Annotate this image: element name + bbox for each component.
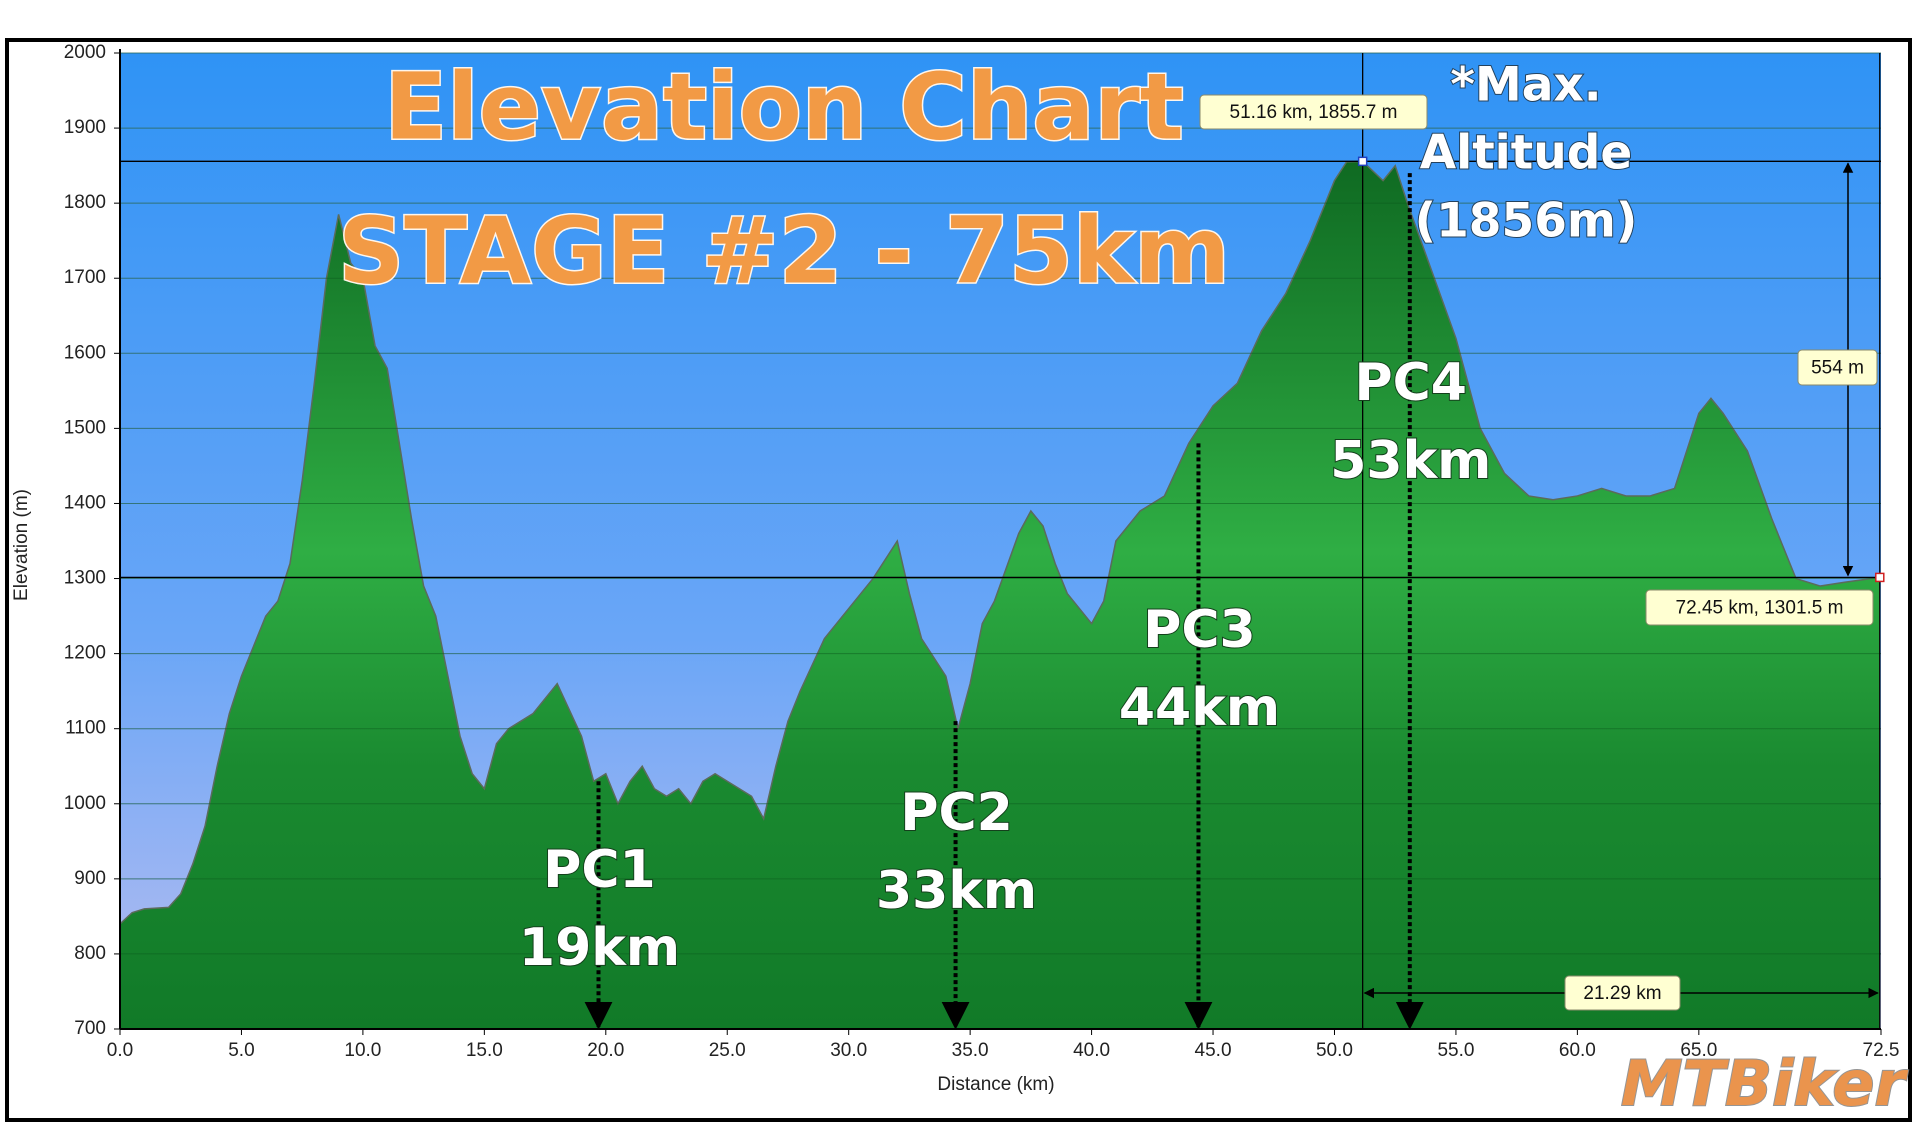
x-tick-label: 35.0 — [952, 1040, 989, 1061]
x-tick-label: 20.0 — [587, 1040, 624, 1061]
marker-tooltip: 72.45 km, 1301.5 m — [1676, 598, 1844, 619]
checkpoint-distance: 19km — [519, 918, 680, 978]
x-tick-label: 65.0 — [1680, 1040, 1717, 1061]
x-tick-label: 55.0 — [1437, 1040, 1474, 1061]
y-tick-label: 1900 — [64, 117, 106, 138]
y-tick-label: 1500 — [64, 417, 106, 438]
logo: MTBiker — [1621, 1047, 1909, 1120]
point-marker — [1875, 572, 1885, 583]
chart-title: Elevation Chart — [384, 53, 1184, 160]
y-tick-label: 1700 — [64, 267, 106, 288]
x-tick-label: 0.0 — [107, 1040, 133, 1061]
y-tick-label: 700 — [74, 1018, 106, 1039]
rise-label-box — [1797, 349, 1878, 386]
marker-tooltip-box — [1645, 589, 1874, 626]
marker-tooltip-box — [1199, 94, 1428, 130]
y-tick-label: 800 — [74, 943, 106, 964]
y-tick-label: 1800 — [64, 192, 106, 213]
span-label: 21.29 km — [1583, 983, 1661, 1004]
checkpoint-distance: 33km — [876, 861, 1037, 921]
y-tick-label: 1200 — [64, 643, 106, 664]
x-tick-label: 45.0 — [1195, 1040, 1232, 1061]
x-tick-label: 10.0 — [344, 1040, 381, 1061]
x-tick-label: 15.0 — [466, 1040, 503, 1061]
checkpoint-name: PC1 — [543, 840, 655, 900]
y-axis-title: Elevation (m) — [11, 489, 32, 601]
marker-tooltip: 51.16 km, 1855.7 m — [1230, 102, 1398, 123]
x-tick-label: 50.0 — [1316, 1040, 1353, 1061]
y-tick-label: 1600 — [64, 342, 106, 363]
y-tick-label: 1300 — [64, 568, 106, 589]
y-tick-label: 2000 — [64, 42, 106, 63]
chart-subtitle: STAGE #2 - 75km — [338, 197, 1230, 304]
x-axis-title: Distance (km) — [937, 1074, 1054, 1095]
checkpoint-distance: 44km — [1119, 678, 1280, 738]
span-label-box — [1564, 975, 1681, 1011]
checkpoint-name: PC4 — [1355, 353, 1467, 413]
max-altitude-note: *Max. — [1450, 58, 1601, 113]
x-tick-label: 40.0 — [1073, 1040, 1110, 1061]
x-tick-label: 60.0 — [1559, 1040, 1596, 1061]
x-tick-label: 5.0 — [228, 1040, 254, 1061]
x-tick-label: 25.0 — [709, 1040, 746, 1061]
max-altitude-note: (1856m) — [1415, 194, 1638, 249]
checkpoint-name: PC2 — [900, 783, 1012, 843]
y-tick-label: 900 — [74, 868, 106, 889]
x-tick-label: 72.5 — [1863, 1040, 1900, 1061]
point-marker — [1357, 156, 1368, 167]
y-tick-label: 1100 — [65, 718, 106, 739]
y-tick-label: 1000 — [64, 793, 106, 814]
checkpoint-name: PC3 — [1143, 600, 1255, 660]
checkpoint-distance: 53km — [1330, 431, 1491, 491]
rise-label: 554 m — [1811, 358, 1864, 379]
y-tick-label: 1400 — [64, 492, 106, 513]
max-altitude-note: Altitude — [1420, 126, 1633, 181]
x-tick-label: 30.0 — [830, 1040, 867, 1061]
